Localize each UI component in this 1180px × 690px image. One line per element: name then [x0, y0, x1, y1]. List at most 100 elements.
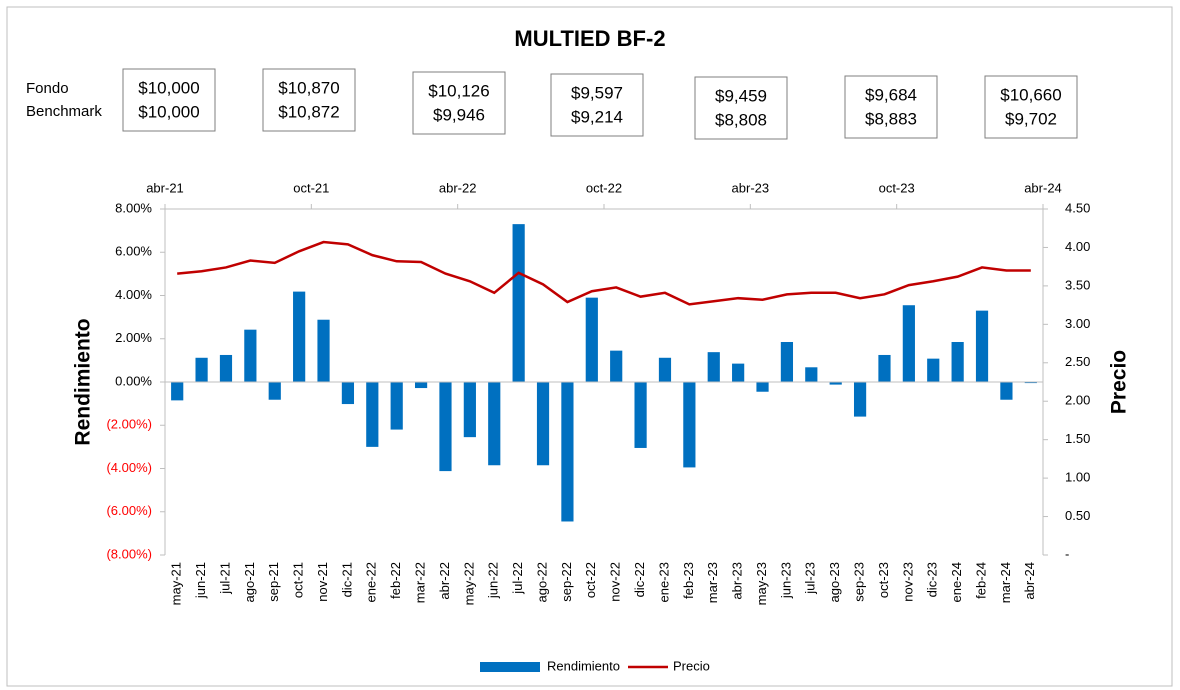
legend-label: Rendimiento [547, 658, 620, 673]
top-axis-label: oct-23 [879, 180, 915, 195]
x-tick-label: mar-22 [413, 562, 428, 603]
bar [195, 357, 208, 382]
info-box [412, 71, 506, 135]
info-benchmark: $8,808 [715, 110, 767, 129]
bar [244, 329, 257, 382]
bar [414, 382, 428, 389]
bar [756, 382, 769, 392]
bar [561, 382, 574, 522]
info-box [844, 75, 938, 139]
x-tick-label: nov-21 [315, 562, 330, 602]
y2-tick-label: 0.50 [1065, 508, 1090, 523]
bar [268, 382, 281, 400]
x-tick-label: jul-23 [803, 562, 818, 595]
bar [853, 382, 867, 417]
x-tick-label: feb-24 [973, 562, 988, 599]
y-tick-label: (6.00%) [106, 503, 152, 518]
y2-axis-title: Precio [1108, 350, 1131, 414]
x-tick-label: jun-23 [778, 562, 793, 599]
bar [902, 305, 915, 382]
bar [805, 367, 818, 382]
bar [1024, 382, 1037, 384]
y2-tick-label: 2.00 [1065, 393, 1090, 408]
x-tick-label: sep-22 [559, 562, 574, 602]
bar [341, 382, 355, 405]
x-tick-label: ene-22 [364, 562, 379, 602]
x-tick-label: mar-23 [705, 562, 720, 603]
bar [390, 382, 403, 430]
bar [683, 382, 696, 468]
top-axis-label: abr-22 [439, 180, 477, 195]
x-tick-label: ago-22 [534, 562, 549, 602]
x-tick-label: jun-22 [486, 562, 501, 599]
bar [366, 382, 379, 447]
x-tick-label: sep-23 [852, 562, 867, 602]
top-axis-label: abr-24 [1024, 180, 1062, 195]
info-fondo: $9,597 [571, 83, 623, 102]
bar [780, 341, 794, 382]
chart-title: MULTIED BF-2 [514, 26, 665, 51]
bar [585, 297, 598, 382]
bar [634, 382, 647, 448]
info-fondo: $10,126 [428, 81, 489, 100]
info-box [550, 73, 644, 137]
x-tick-label: feb-23 [681, 562, 696, 599]
x-tick-label: ene-23 [656, 562, 671, 602]
bar [927, 358, 940, 382]
x-tick-label: oct-23 [876, 562, 891, 598]
info-label: Benchmark [26, 103, 102, 120]
x-tick-label: ago-23 [827, 562, 842, 602]
y2-tick-label: 4.00 [1065, 239, 1090, 254]
bar [171, 382, 184, 401]
y2-tick-label: 3.50 [1065, 277, 1090, 292]
info-fondo: $10,660 [1000, 85, 1061, 104]
x-tick-label: jul-22 [510, 562, 525, 595]
x-tick-label: nov-23 [900, 562, 915, 602]
info-box [262, 68, 356, 132]
bar [878, 354, 891, 382]
x-tick-label: abr-22 [437, 562, 452, 600]
y2-tick-label: - [1065, 546, 1069, 561]
y-tick-label: 8.00% [115, 200, 152, 215]
bar [512, 224, 525, 382]
bar [610, 350, 623, 382]
x-tick-label: dic-21 [339, 562, 354, 597]
bar [536, 382, 550, 466]
info-benchmark: $10,872 [278, 102, 339, 121]
info-fondo: $9,684 [865, 85, 917, 104]
bar [732, 363, 745, 382]
x-tick-label: oct-21 [291, 562, 306, 598]
price-line [177, 240, 1031, 306]
bar [219, 354, 233, 382]
top-axis-label: abr-21 [146, 180, 184, 195]
info-fondo: $10,000 [138, 78, 199, 97]
info-box [984, 75, 1078, 139]
x-tick-label: jul-21 [217, 562, 232, 595]
info-box [694, 76, 788, 140]
x-tick-label: jun-21 [193, 562, 208, 599]
x-tick-label: feb-22 [388, 562, 403, 599]
x-tick-label: may-21 [169, 562, 184, 605]
y-tick-label: (2.00%) [106, 417, 152, 432]
y2-tick-label: 3.00 [1065, 316, 1090, 331]
info-benchmark: $9,946 [433, 105, 485, 124]
y-tick-label: 2.00% [115, 330, 152, 345]
info-benchmark: $8,883 [865, 109, 917, 128]
y-tick-label: 4.00% [115, 287, 152, 302]
bar [488, 382, 501, 466]
x-tick-label: may-22 [461, 562, 476, 605]
x-tick-label: ene-24 [949, 562, 964, 602]
x-tick-label: abr-24 [1022, 562, 1037, 600]
legend-label: Precio [673, 658, 710, 673]
x-tick-label: ago-21 [242, 562, 257, 602]
x-tick-label: abr-23 [730, 562, 745, 600]
legend-swatch [480, 662, 540, 672]
y-tick-label: (8.00%) [106, 546, 152, 561]
x-tick-label: oct-22 [583, 562, 598, 598]
info-fondo: $10,870 [278, 78, 339, 97]
bar [463, 382, 476, 438]
y-tick-label: 6.00% [115, 244, 152, 259]
info-fondo: $9,459 [715, 86, 767, 105]
y-tick-label: (4.00%) [106, 460, 152, 475]
